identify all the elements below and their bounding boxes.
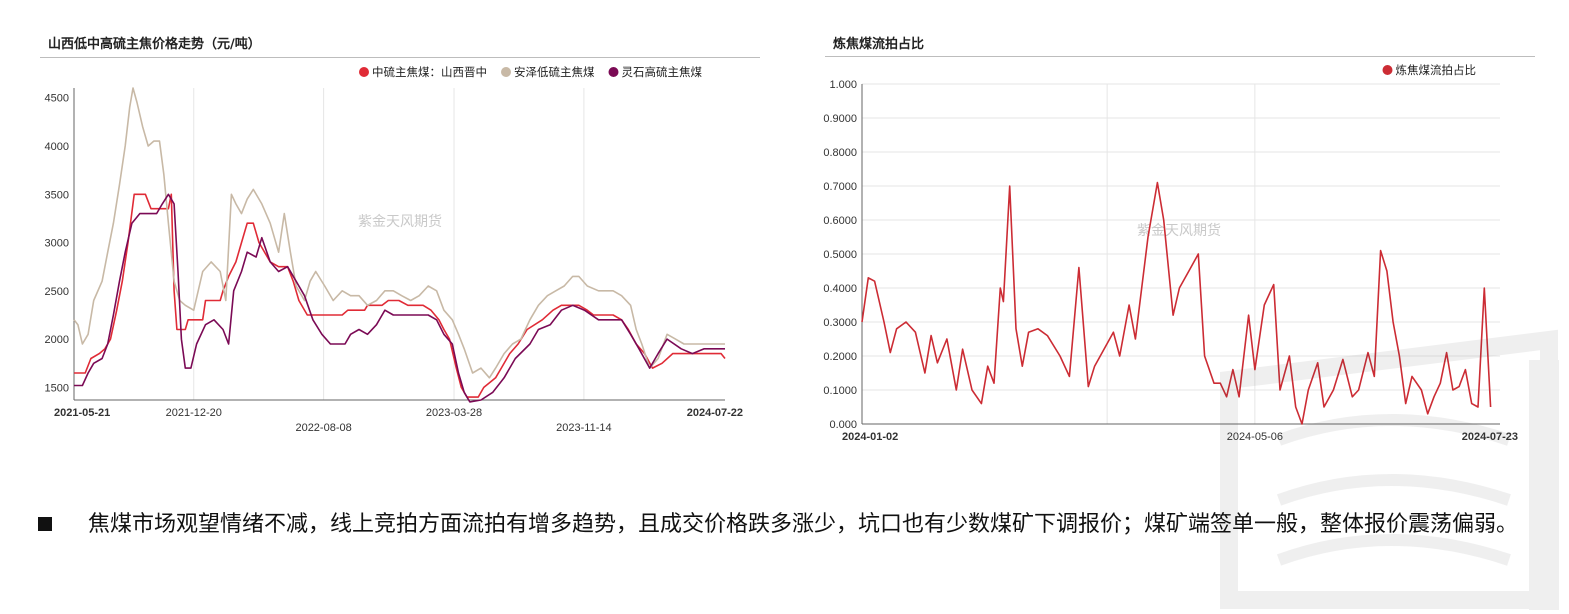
x-tick-label: 2021-05-21 bbox=[54, 407, 110, 419]
y-tick-label: 0.2000 bbox=[823, 351, 857, 363]
x-tick-label: 2022-08-08 bbox=[295, 422, 351, 434]
y-tick-label: 2500 bbox=[45, 286, 69, 298]
price-line-chart: 1500 2000 2500 3000 3500 4000 4500 2021-05-21 20… bbox=[45, 65, 743, 434]
series-line-2 bbox=[74, 193, 725, 403]
watermark-text: 紫金天风期货 bbox=[358, 213, 442, 229]
x-tick-label: 2024-07-22 bbox=[687, 407, 743, 419]
y-tick-label: 3500 bbox=[45, 189, 69, 201]
series-line-0 bbox=[74, 193, 726, 398]
failure-ratio-chart-panel: 炼焦煤流拍占比 0.000 0.1000 0.2000 0.3000 0.4000 0.5… bbox=[820, 0, 1535, 445]
x-tick-label: 2023-03-28 bbox=[426, 407, 482, 419]
y-tick-label: 0.6000 bbox=[823, 215, 857, 227]
y-tick-label: 1.000 bbox=[829, 79, 857, 91]
legend-label: 中硫主焦煤：山西晋中 bbox=[372, 65, 487, 79]
failure-ratio-chart-title-rule bbox=[825, 56, 1535, 57]
x-tick-label: 2024-01-02 bbox=[842, 431, 898, 443]
y-tick-label: 4000 bbox=[45, 141, 69, 153]
legend-marker bbox=[359, 67, 369, 77]
y-tick-label: 0.1000 bbox=[823, 385, 857, 397]
legend-label: 灵石高硫主焦煤 bbox=[622, 65, 703, 79]
bullet-square-icon bbox=[38, 517, 52, 531]
y-tick-label: 1500 bbox=[45, 382, 69, 394]
legend-label: 炼焦煤流拍占比 bbox=[1396, 63, 1477, 77]
background-decoration-graphic bbox=[1220, 329, 1559, 610]
x-tick-label: 2024-07-23 bbox=[1462, 431, 1518, 443]
y-tick-label: 0.3000 bbox=[823, 317, 857, 329]
x-tick-label: 2023-11-14 bbox=[556, 422, 611, 434]
legend-marker bbox=[608, 67, 619, 77]
legend-marker bbox=[1382, 65, 1393, 75]
legend-marker bbox=[501, 67, 511, 77]
price-chart-title-rule bbox=[40, 57, 760, 58]
legend-label: 安泽低硫主焦煤 bbox=[514, 65, 595, 79]
y-tick-label: 0.000 bbox=[829, 419, 857, 431]
failure-ratio-line-chart: 0.000 0.1000 0.2000 0.3000 0.4000 0.5000 0.600… bbox=[823, 63, 1518, 443]
price-chart-title: 山西低中高硫主焦价格走势（元/吨） bbox=[48, 37, 261, 52]
y-tick-label: 0.9000 bbox=[823, 113, 857, 125]
series-line-1 bbox=[73, 87, 725, 379]
commentary-paragraph: 焦煤市场观望情绪不减，线上竞拍方面流拍有增多趋势，且成交价格跌多涨少，坑口也有少… bbox=[88, 512, 1519, 537]
x-tick-label: 2024-05-06 bbox=[1227, 431, 1283, 443]
y-tick-label: 3000 bbox=[45, 238, 69, 250]
y-tick-label: 2000 bbox=[45, 334, 69, 346]
commentary-block: 焦煤市场观望情绪不减，线上竞拍方面流拍有增多趋势，且成交价格跌多涨少，坑口也有少… bbox=[38, 500, 1538, 550]
y-tick-label: 0.5000 bbox=[823, 249, 857, 261]
failure-ratio-chart-title: 炼焦煤流拍占比 bbox=[833, 37, 925, 52]
watermark-text: 紫金天风期货 bbox=[1137, 222, 1221, 238]
x-tick-label: 2021-12-20 bbox=[166, 407, 222, 419]
price-chart-panel: 山西低中高硫主焦价格走势（元/吨） 1500 2000 2500 3000 3500 40… bbox=[40, 0, 760, 440]
y-tick-label: 4500 bbox=[45, 93, 69, 105]
y-tick-label: 0.7000 bbox=[823, 181, 857, 193]
y-tick-label: 0.4000 bbox=[823, 283, 857, 295]
y-tick-label: 0.8000 bbox=[823, 147, 857, 159]
series-line-0 bbox=[861, 181, 1492, 425]
